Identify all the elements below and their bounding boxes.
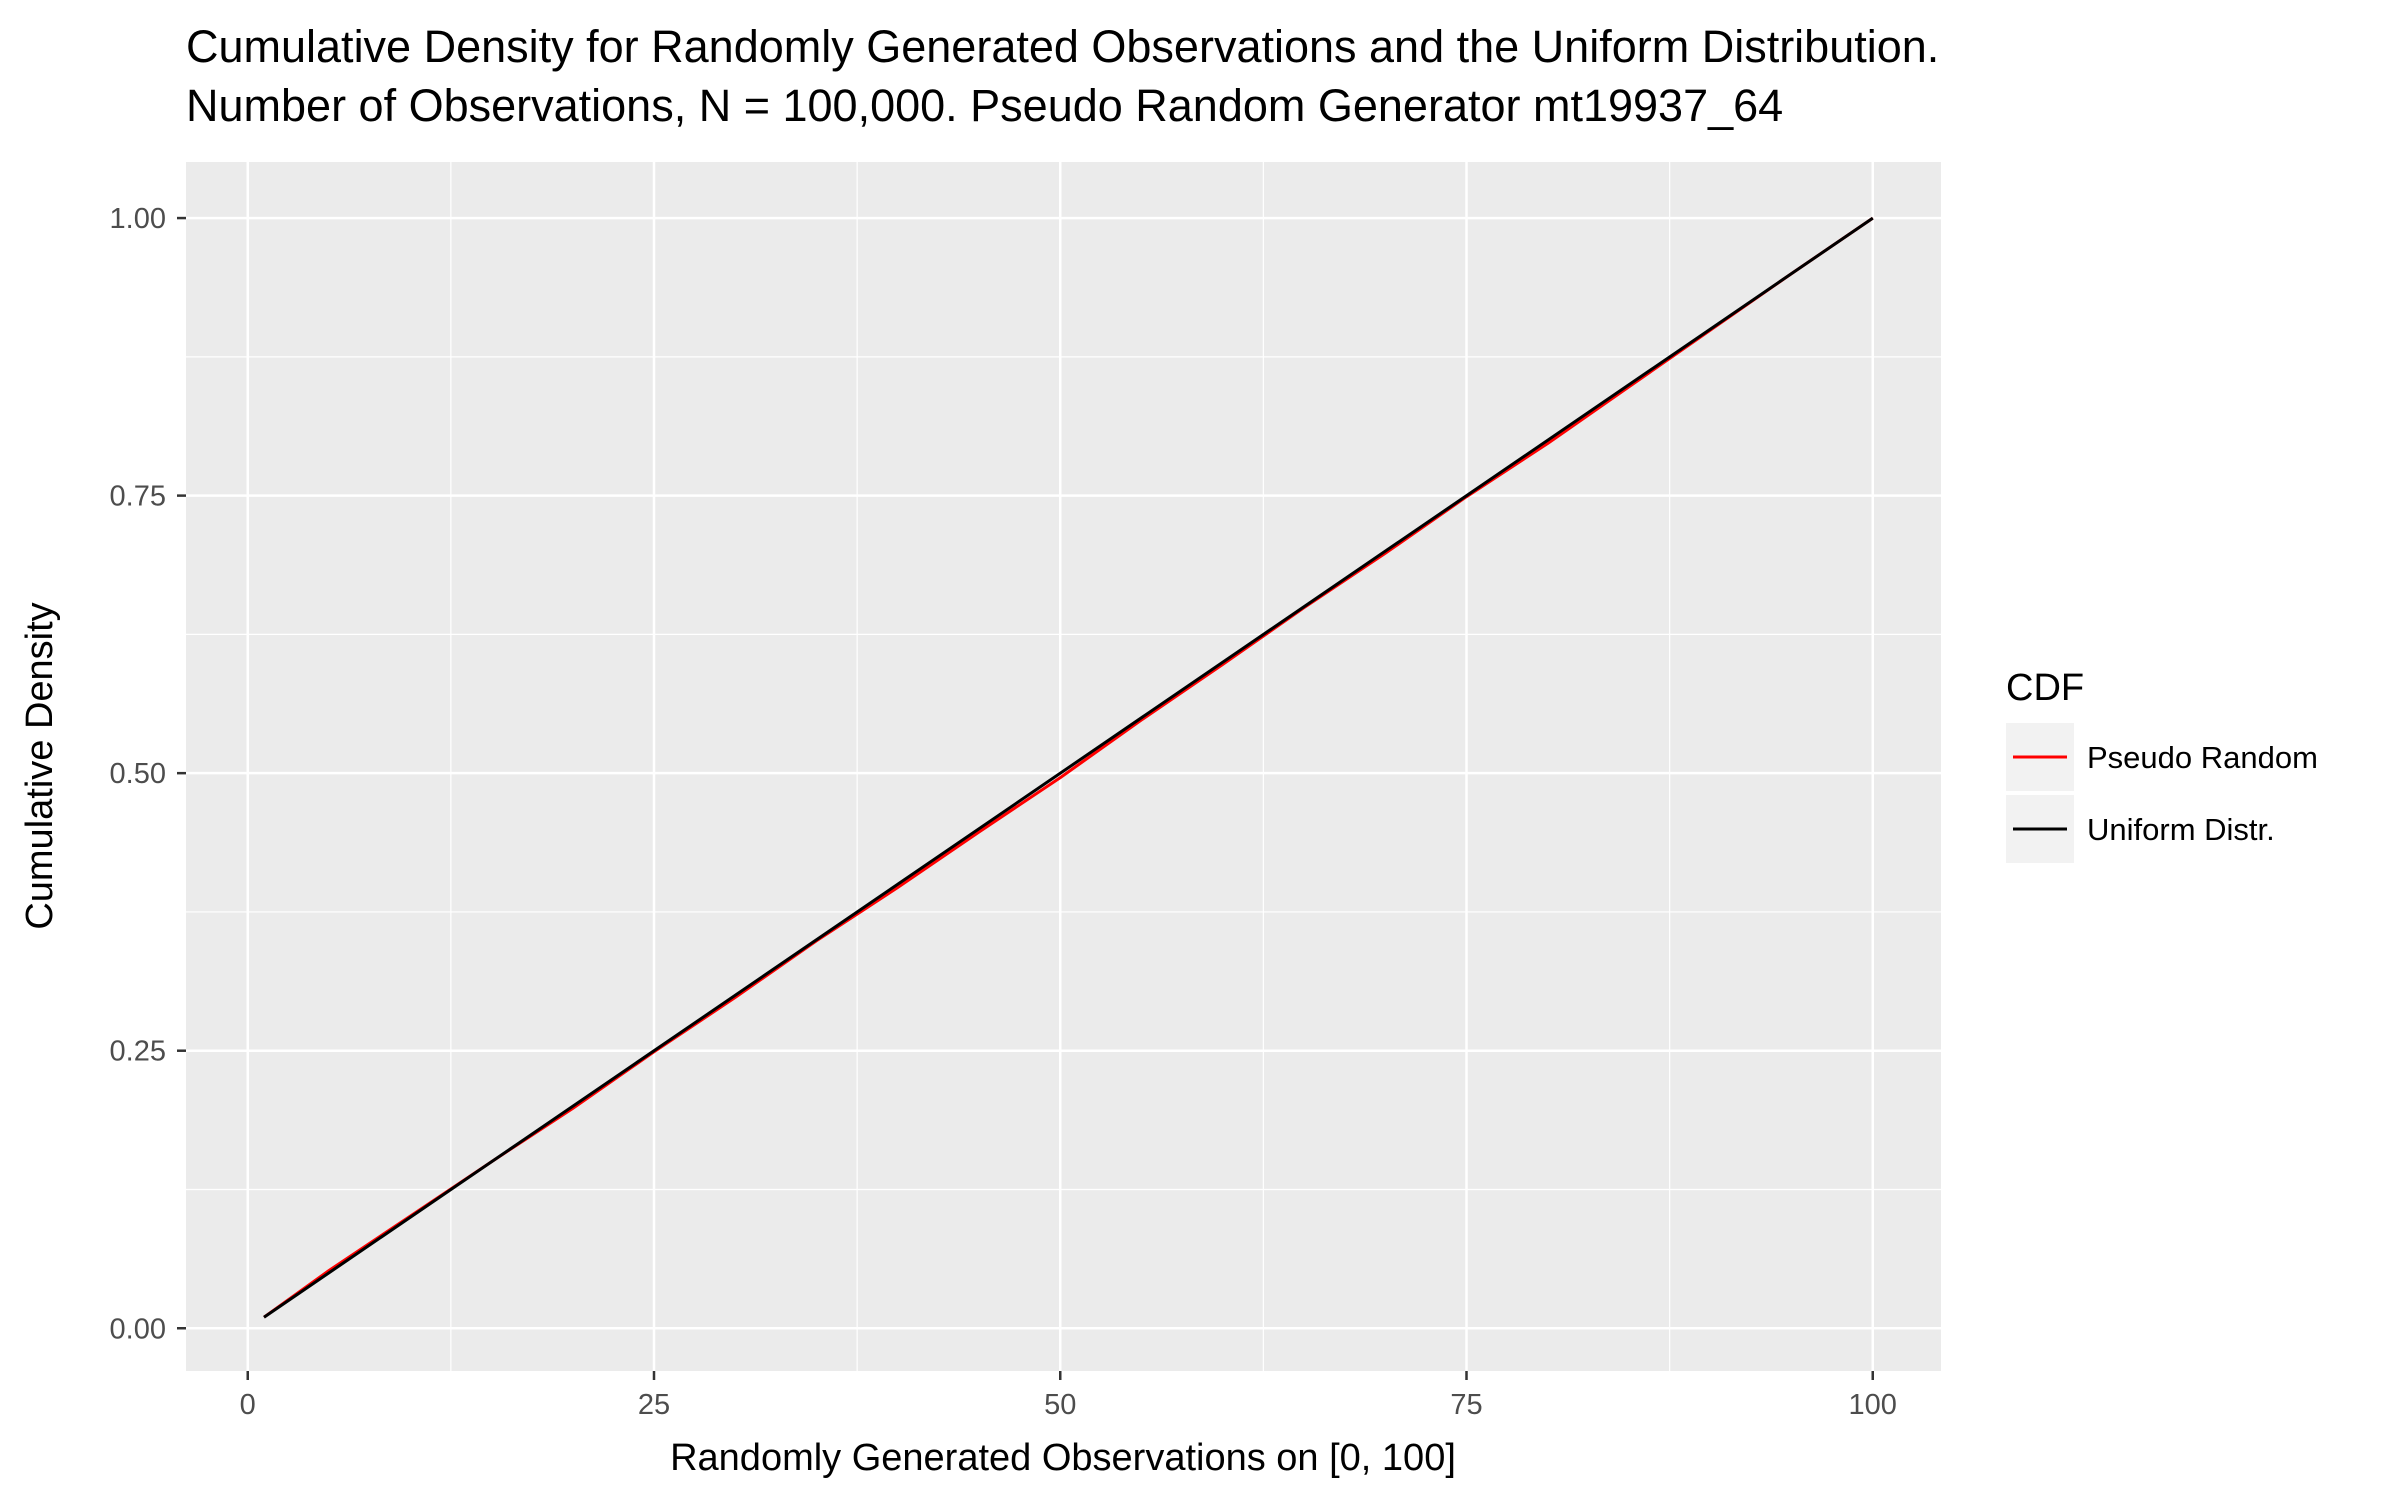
y-tick-label: 1.00 <box>110 203 166 235</box>
minor-gridlines <box>186 162 1941 1371</box>
series-layer <box>263 216 1874 1319</box>
y-tick-label: 0.50 <box>110 758 166 790</box>
y-axis-title: Cumulative Density <box>19 602 61 929</box>
chart-title-line-2: Number of Observations, N = 100,000. Pse… <box>186 80 1783 131</box>
legend: CDF Pseudo Random Uniform Distr. <box>2006 667 2318 863</box>
x-axis-title: Randomly Generated Observations on [0, 1… <box>670 1437 1456 1479</box>
y-tick-label: 0.00 <box>110 1313 166 1345</box>
y-tick-label: 0.25 <box>110 1036 166 1068</box>
legend-item-pseudo-random: Pseudo Random <box>2006 723 2318 791</box>
legend-title: CDF <box>2006 667 2084 709</box>
y-axis: 0.00 0.25 0.50 0.75 1.00 <box>110 203 186 1345</box>
x-tick-label: 75 <box>1450 1389 1482 1421</box>
x-tick-label: 50 <box>1044 1389 1076 1421</box>
legend-item-uniform-distr: Uniform Distr. <box>2006 795 2275 863</box>
legend-label-pseudo-random: Pseudo Random <box>2087 740 2318 775</box>
x-axis: 0 25 50 75 100 <box>240 1371 1897 1421</box>
x-tick-label: 100 <box>1849 1389 1897 1421</box>
series-line-uniform-distr <box>263 216 1874 1319</box>
x-tick-label: 25 <box>638 1389 670 1421</box>
chart-title-line-1: Cumulative Density for Randomly Generate… <box>186 21 1939 72</box>
legend-label-uniform-distr: Uniform Distr. <box>2087 812 2275 847</box>
major-gridlines <box>186 162 1941 1371</box>
x-tick-label: 0 <box>240 1389 256 1421</box>
y-tick-label: 0.75 <box>110 481 166 513</box>
